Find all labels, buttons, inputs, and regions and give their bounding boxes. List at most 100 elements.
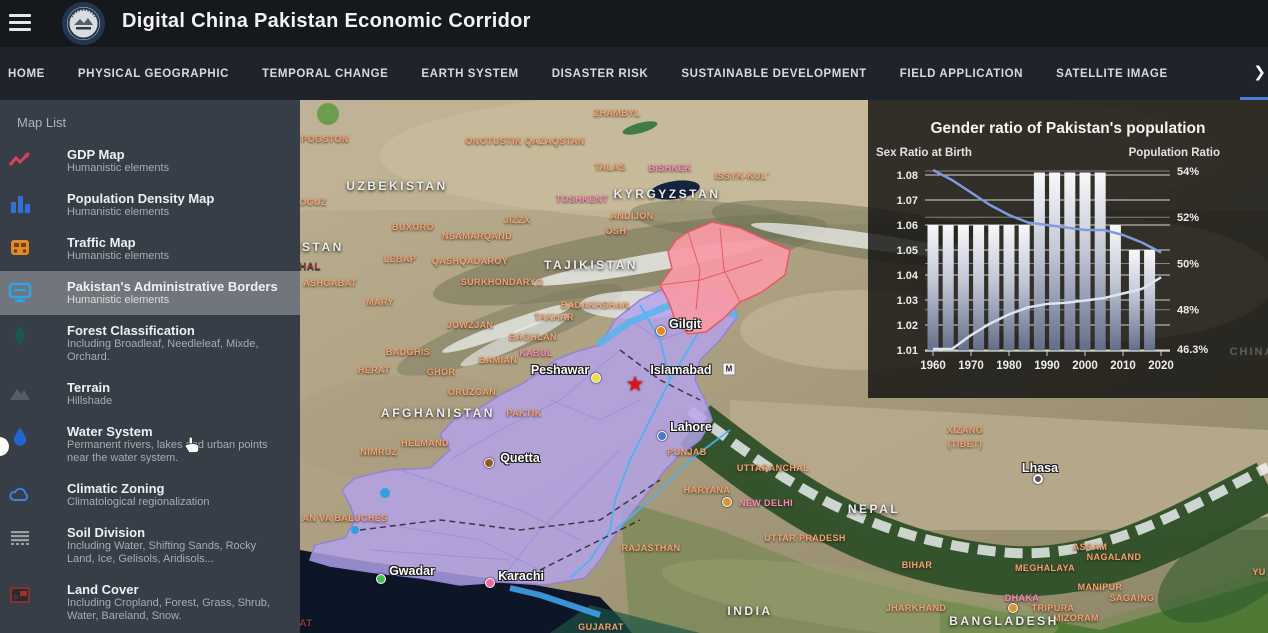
svg-text:1980: 1980 [996,360,1022,372]
chart-bar [1128,250,1140,351]
nav-physical-geographic[interactable]: PHYSICAL GEOGRAPHIC [77,67,230,80]
sidebar-item-climatic-zoning[interactable]: Climatic Zoning Climatological regionali… [0,473,300,517]
svg-text:1970: 1970 [958,360,984,372]
svg-text:2010: 2010 [1110,360,1136,372]
item-subtitle: Including Water, Shifting Sands, Rocky L… [67,540,257,565]
svg-text:1.04: 1.04 [897,270,919,282]
svg-text:Gender ratio of Pakistan's pop: Gender ratio of Pakistan's population [931,120,1206,137]
item-title: GDP Map [67,147,125,162]
item-subtitle: Including Cropland, Forest, Grass, Shrub… [67,597,270,622]
chart-line [933,276,1162,351]
app-title: Digital China Pakistan Economic Corridor [122,10,531,32]
chart-bar [1064,172,1076,351]
chart-bar [1018,225,1030,351]
item-title: Pakistan's Administrative Borders [67,279,278,294]
item-title: Land Cover [67,582,139,597]
item-subtitle: Humanistic elements [67,162,170,174]
item-subtitle: Including Broadleaf, Needleleaf, Mixde, … [67,338,259,363]
population-icon [11,196,30,213]
svg-text:1.01: 1.01 [897,345,918,357]
soil-layers-icon [11,531,29,545]
nav-temporal-change[interactable]: TEMPORAL CHANGE [262,67,389,80]
item-title: Population Density Map [67,191,215,206]
hamburger-menu-icon[interactable] [9,14,31,32]
svg-text:52%: 52% [1177,212,1199,224]
chart-bar [1144,250,1156,351]
svg-text:1.06: 1.06 [897,220,918,232]
svg-text:Sex Ratio at Birth: Sex Ratio at Birth [876,147,972,159]
nav-scroll-right-chevron-icon[interactable]: ❯ [1253,64,1266,81]
sidebar-item-gdp-map[interactable]: GDP Map Humanistic elements [0,139,300,183]
item-title: Terrain [67,380,111,395]
svg-text:1.07: 1.07 [897,195,918,207]
sidebar-item-terrain[interactable]: Terrain Hillshade [0,372,300,416]
nav-field-application[interactable]: FIELD APPLICATION [899,67,1024,80]
svg-text:1960: 1960 [920,360,946,372]
monitor-icon [8,282,32,303]
item-title: Climatic Zoning [67,481,165,496]
item-title: Forest Classification [67,323,195,338]
chart-bar [1109,225,1121,351]
nav-home[interactable]: HOME [8,67,45,80]
gender-ratio-chart: 1960 1970 1980 1990 2000 2010 2020 1.08 1.07 1.06… [876,120,1220,372]
svg-text:2000: 2000 [1072,360,1098,372]
chart-bar [1079,172,1091,351]
svg-text:1.08: 1.08 [897,170,918,182]
chart-bar [927,225,939,351]
highlight-region-china-border [659,221,791,335]
sidebar-item-pakistan-administrative-borders[interactable]: Pakistan's Administrative Borders Humani… [0,271,300,315]
chart-bar [1003,225,1015,351]
item-subtitle: Humanistic elements [67,250,170,262]
item-subtitle: Humanistic elements [67,294,170,306]
map-list-sidebar: Map List GDP Map Humanistic elements Pop… [0,100,300,633]
svg-text:2020: 2020 [1148,360,1174,372]
leaf-icon [15,327,25,345]
nav-sustainable-development[interactable]: SUSTAINABLE DEVELOPMENT [681,67,867,80]
chart-bar [973,225,985,351]
chart-line [932,168,1162,254]
cpec-logo [62,2,105,45]
svg-text:1.02: 1.02 [897,320,918,332]
item-subtitle: Hillshade [67,395,113,407]
chart-bar [957,225,969,351]
item-title: Water System [67,424,153,439]
sidebar-item-population-density-map[interactable]: Population Density Map Humanistic elemen… [0,183,300,227]
svg-text:1990: 1990 [1034,360,1060,372]
cloud-icon [9,487,29,502]
chart-bar [1094,172,1106,351]
nav-earth-system[interactable]: EARTH SYSTEM [421,67,519,80]
chart-bar [1049,172,1061,351]
sidebar-item-water-system[interactable]: Water System Permanent rivers, lakes and… [0,416,300,473]
chart-bar [1033,172,1045,351]
chart-bar [988,225,1000,351]
sidebar-item-soil-division[interactable]: Soil Division Including Water, Shifting … [0,517,300,574]
svg-text:1.03: 1.03 [897,295,918,307]
mountain-icon [10,389,30,400]
bus-icon [11,240,29,255]
land-cover-icon [10,587,30,603]
main-nav: HOME PHYSICAL GEOGRAPHIC TEMPORAL CHANGE… [0,47,1268,100]
hand-cursor-icon [184,436,200,453]
item-title: Soil Division [67,525,146,540]
nav-active-indicator [1240,97,1268,100]
sidebar-edge-bubble [0,437,9,456]
nav-disaster-risk[interactable]: DISASTER RISK [551,67,649,80]
nav-satellite-image[interactable]: SATELLITE IMAGE [1056,67,1168,80]
sidebar-item-land-cover[interactable]: Land Cover Including Cropland, Forest, G… [0,574,300,631]
chart-bar [942,225,954,351]
item-title: Traffic Map [67,235,136,250]
sidebar-item-forest-classification[interactable]: Forest Classification Including Broadlea… [0,315,300,372]
map-list-heading: Map List [17,115,67,130]
svg-text:50%: 50% [1177,258,1199,270]
population-chart-panel: 1960 1970 1980 1990 2000 2010 2020 1.08 1.07 1.06… [868,100,1268,398]
gdp-trend-icon [8,151,31,166]
item-subtitle: Humanistic elements [67,206,170,218]
app-header: Digital China Pakistan Economic Corridor [0,0,1268,47]
svg-text:46.3%: 46.3% [1177,344,1208,356]
item-subtitle: Climatological regionalization [67,496,210,508]
svg-text:54%: 54% [1177,166,1199,178]
svg-text:Population Ratio: Population Ratio [1129,147,1220,159]
sidebar-item-traffic-map[interactable]: Traffic Map Humanistic elements [0,227,300,271]
svg-text:1.05: 1.05 [897,245,918,257]
